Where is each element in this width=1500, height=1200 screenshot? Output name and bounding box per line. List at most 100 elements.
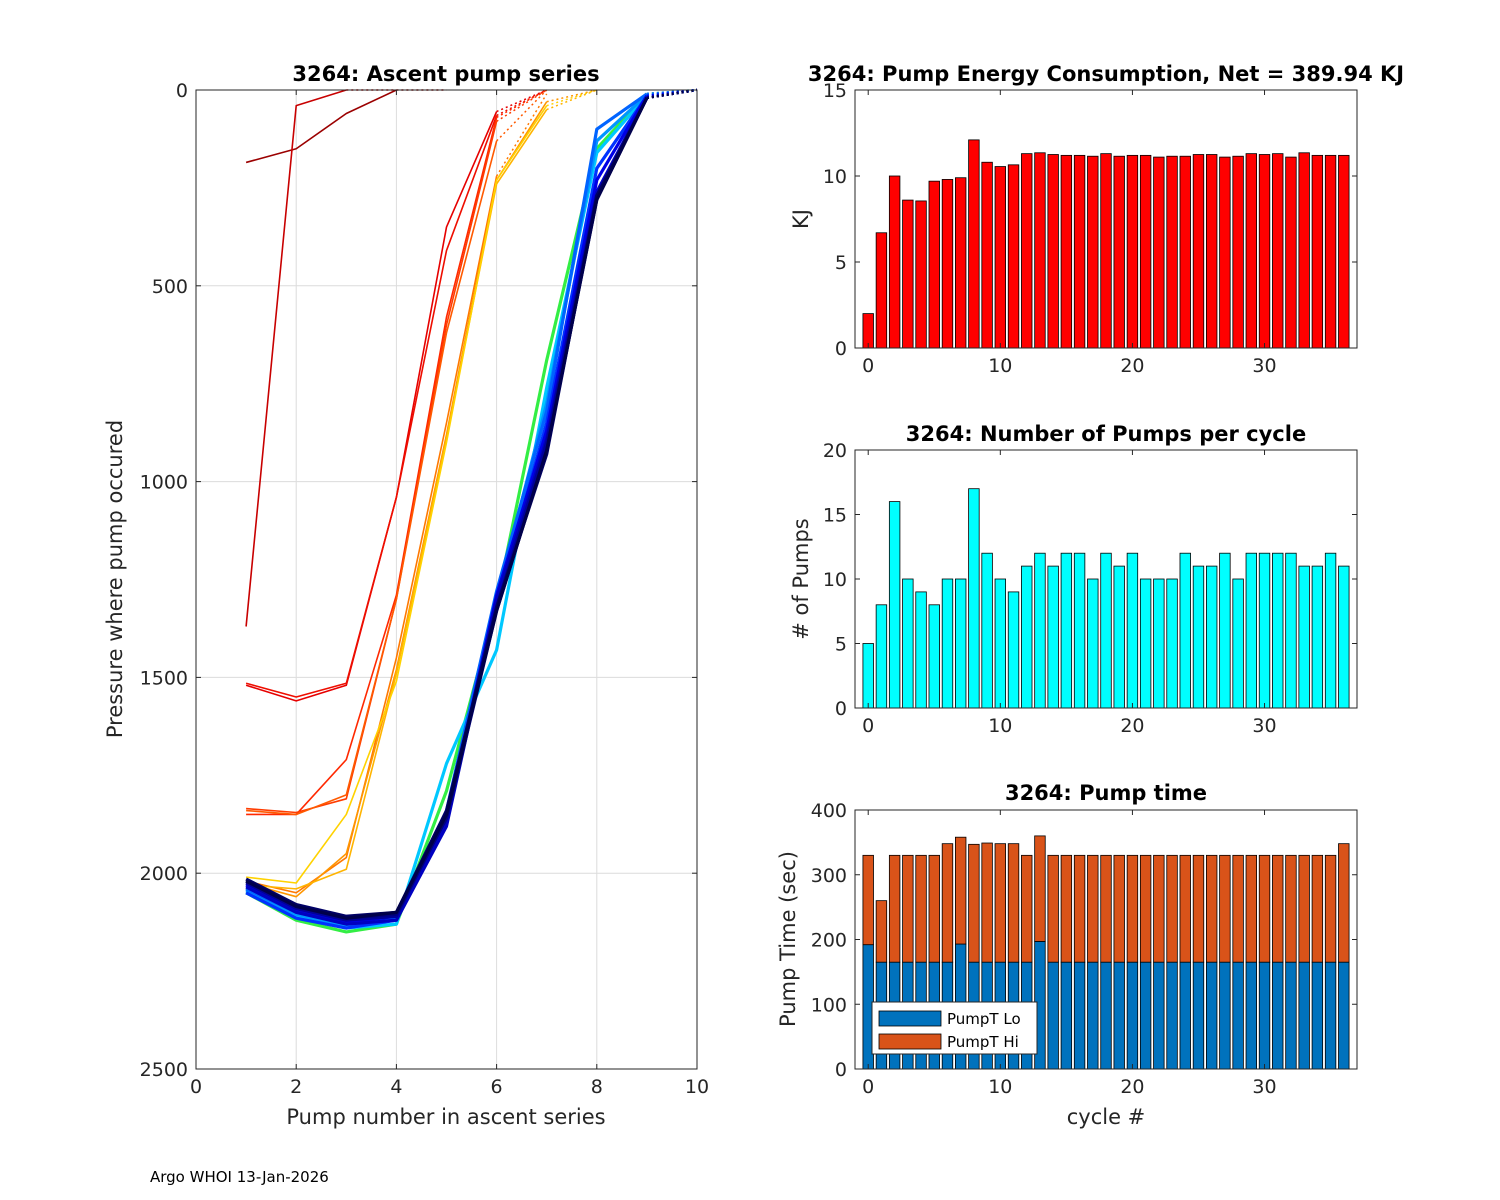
energy-bar [1245, 153, 1258, 349]
energy-bar [1219, 156, 1231, 349]
energy-bar [1139, 154, 1152, 349]
pumptime-hi-bar [968, 843, 980, 963]
energy-axes-box [854, 89, 1358, 349]
ascent-plot-area [196, 90, 697, 1069]
energy-bar [968, 139, 980, 349]
x-tick-label: 2 [290, 1076, 302, 1098]
x-tick-label: 20 [1120, 355, 1144, 377]
pumptime-xlabel: cycle # [1067, 1105, 1146, 1129]
y-tick-label: 5 [835, 634, 847, 656]
pumptime-hi-bar [955, 836, 967, 945]
pumptime-hi-bar [1298, 854, 1310, 963]
pumptime-lo-bar [1272, 961, 1284, 1070]
ascent-series-line [246, 140, 498, 816]
ascent-xlabel: Pump number in ascent series [286, 1105, 605, 1129]
y-tick-label: 1000 [140, 472, 188, 494]
pumptime-hi-bar [928, 854, 940, 963]
pumptime-hi-bar [941, 843, 954, 963]
pumptime-lo-bar [1258, 961, 1271, 1070]
pumptime-lo-bar [1139, 961, 1152, 1070]
x-tick-label: 0 [862, 715, 874, 737]
energy-bar [1324, 154, 1337, 349]
y-tick-label: 15 [823, 80, 847, 102]
ascent-series-line [245, 115, 498, 698]
pumps-ylabel: # of Pumps [789, 518, 813, 640]
x-tick-label: 20 [1120, 715, 1144, 737]
x-tick-label: 8 [591, 1076, 603, 1098]
pumps-bar [1179, 552, 1191, 709]
pumptime-hi-bar [1034, 835, 1046, 942]
energy-bar [862, 313, 874, 349]
pumptime-hi-bar [1219, 854, 1231, 963]
energy-bar [981, 161, 993, 349]
pumptime-lo-bar [1100, 961, 1112, 1070]
y-tick-label: 5 [835, 252, 847, 274]
pumps-bar [955, 578, 967, 709]
energy-bar [902, 199, 914, 349]
ascent-title: 3264: Ascent pump series [292, 62, 599, 86]
energy-bar [1007, 164, 1020, 349]
ascent-surface-segment [496, 89, 548, 142]
pumptime-lo-bar [1311, 961, 1324, 1070]
ascent-series-lines [245, 88, 698, 934]
pumptime-title: 3264: Pump time [1005, 781, 1207, 805]
ascent-surface-segment [496, 89, 547, 113]
pumps-bar [1073, 552, 1086, 709]
pumptime-lo-bar [1153, 961, 1165, 1070]
ascent-axes: 0 2 4 6 8 10 0 500 1000 1500 2000 2500 3264: Ascent… [103, 62, 709, 1129]
energy-bar [1047, 154, 1059, 349]
pumptime-lo-bar [1073, 961, 1086, 1070]
energy-bar [941, 179, 954, 349]
pumps-bar [1060, 552, 1073, 709]
energy-bar [1272, 153, 1284, 349]
ascent-surface-segment [495, 93, 548, 177]
pumps-bar [875, 604, 888, 709]
pumptime-lo-bar [1126, 961, 1139, 1070]
pumptime-hi-bar [915, 854, 927, 963]
y-tick-label: 20 [823, 440, 847, 462]
x-tick-label: 10 [988, 355, 1012, 377]
pumptime-hi-bar [1007, 843, 1020, 963]
pumptime-lo-bar [1206, 961, 1218, 1070]
pumps-bars [862, 488, 1350, 709]
pumps-bar [1324, 552, 1337, 709]
pumps-bar [1153, 578, 1165, 709]
pumps-bar [1245, 552, 1258, 709]
energy-bar [915, 200, 927, 349]
pumps-bar [1311, 565, 1324, 709]
pumps-bar [1232, 578, 1244, 709]
pumps-bar [1258, 552, 1271, 709]
pumps-bar [994, 578, 1006, 709]
pumptime-hi-bar [1087, 854, 1099, 963]
energy-bar [955, 177, 967, 349]
pumptime-hi-bar [1311, 854, 1324, 963]
pumptime-lo-bar [1166, 961, 1178, 1070]
pumptime-hi-bar [1126, 854, 1139, 963]
pumps-bar [902, 578, 914, 709]
y-tick-label: 0 [835, 1059, 847, 1081]
pumptime-hi-bar [1047, 854, 1059, 963]
pumptime-hi-bar [1139, 854, 1152, 963]
pumptime-hi-bar [1073, 854, 1086, 963]
energy-bar [1298, 152, 1310, 349]
ascent-ticks: 0 2 4 6 8 10 0 500 1000 1500 2000 2500 [140, 80, 709, 1098]
pumptime-lo-bar [1179, 961, 1191, 1070]
pumptime-lo-bar [1338, 961, 1350, 1070]
pumptime-legend: PumpT Lo PumpT Hi [871, 1001, 1038, 1055]
ascent-surface-segment [546, 89, 598, 107]
y-tick-label: 15 [823, 505, 847, 527]
x-tick-label: 0 [862, 1076, 874, 1098]
pumptime-ylabel: Pump Time (sec) [776, 851, 800, 1027]
pumptime-hi-bar [1179, 854, 1191, 963]
x-tick-label: 4 [390, 1076, 402, 1098]
pumptime-lo-bar [1298, 961, 1310, 1070]
ascent-ylabel: Pressure where pump occured [103, 420, 127, 738]
pumps-bar [1007, 591, 1020, 709]
legend-swatch-pumpt-hi [878, 1033, 942, 1050]
pumptime-hi-bar [1060, 854, 1073, 963]
y-tick-label: 0 [835, 698, 847, 720]
ascent-surface-segment [496, 89, 548, 117]
